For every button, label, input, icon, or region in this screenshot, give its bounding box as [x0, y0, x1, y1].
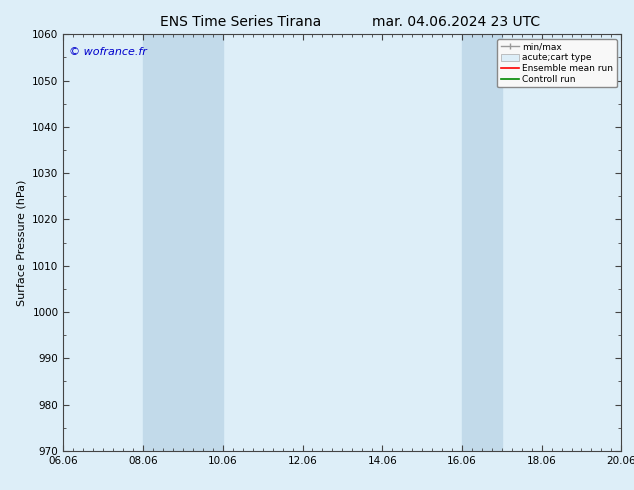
- Legend: min/max, acute;cart type, Ensemble mean run, Controll run: min/max, acute;cart type, Ensemble mean …: [497, 39, 617, 87]
- Y-axis label: Surface Pressure (hPa): Surface Pressure (hPa): [16, 179, 27, 306]
- Bar: [462, 34, 501, 451]
- Text: ENS Time Series Tirana: ENS Time Series Tirana: [160, 15, 321, 29]
- Text: © wofrance.fr: © wofrance.fr: [69, 47, 147, 57]
- Text: mar. 04.06.2024 23 UTC: mar. 04.06.2024 23 UTC: [372, 15, 541, 29]
- Bar: [143, 34, 223, 451]
